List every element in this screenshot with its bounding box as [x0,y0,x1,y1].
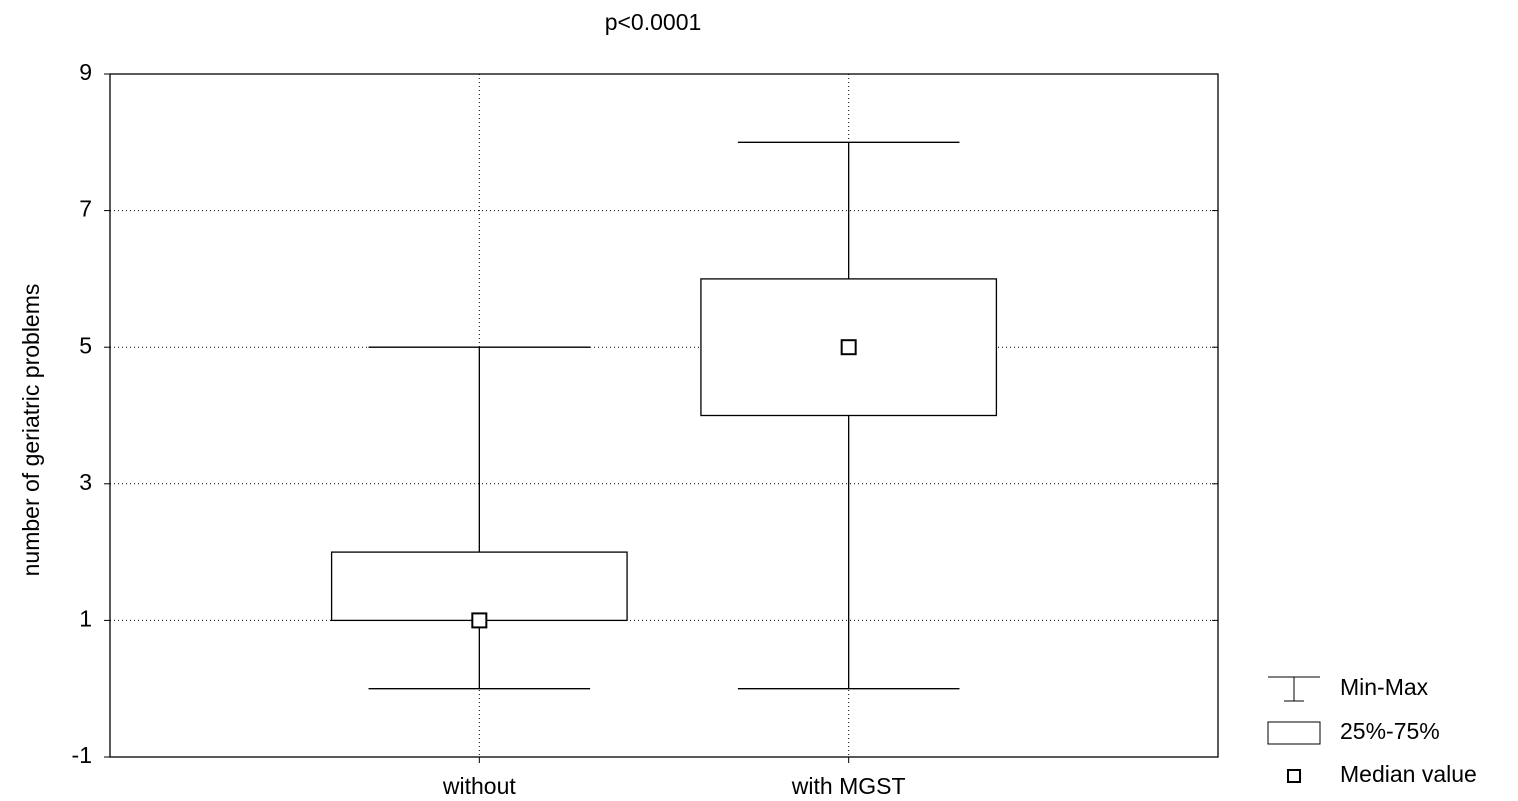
y-tick-label: 3 [79,469,92,495]
median-marker [840,339,857,356]
y-tick-label: 5 [79,332,92,358]
y-tick-label: 9 [79,59,92,85]
y-tick-label: -1 [72,742,92,768]
chart-title: p<0.0001 [605,9,702,35]
legend-label: Min-Max [1340,674,1429,700]
legend-icon-median [1287,769,1301,783]
y-tick-label: 7 [79,196,92,222]
legend-icon-box [1267,721,1321,745]
plot-frame [109,73,1219,758]
median-marker [471,612,488,629]
y-tick-label: 1 [79,605,92,631]
legend-label: Median value [1340,761,1477,787]
y-axis-label: number of geriatric problems [18,284,44,577]
x-tick-label: without [442,773,516,799]
box [330,551,628,622]
legend-label: 25%-75% [1340,718,1440,744]
x-tick-label: with MGST [791,773,906,799]
